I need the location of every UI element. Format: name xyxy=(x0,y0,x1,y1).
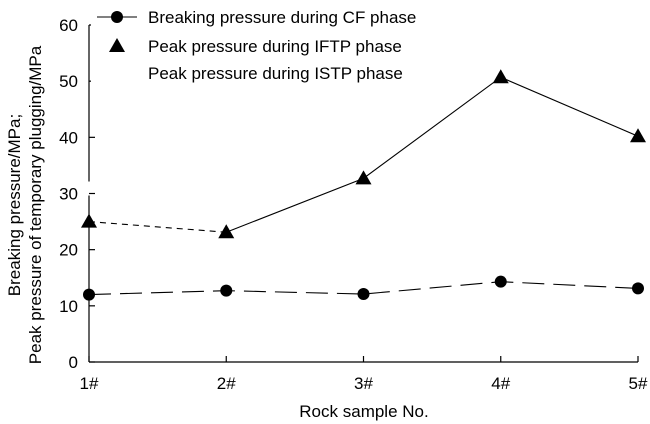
legend: Breaking pressure during CF phase Peak pr… xyxy=(91,2,447,86)
series-1 xyxy=(83,275,644,301)
series-1-marker xyxy=(220,284,233,297)
y-tick-label: 10 xyxy=(59,297,78,316)
series-3 xyxy=(226,76,639,233)
series-layer xyxy=(81,69,646,301)
x-tick-label: 3# xyxy=(354,374,373,393)
series-2-marker xyxy=(81,213,97,228)
y-tick-label: 30 xyxy=(59,185,78,204)
series-2-marker xyxy=(218,224,235,239)
series-1-marker xyxy=(494,275,507,288)
legend-swatch-marker xyxy=(109,38,125,52)
series-2 xyxy=(81,69,646,239)
y-axis-title-line-1: Breaking pressure/MPa; xyxy=(5,114,24,296)
x-tick-label: 1# xyxy=(80,374,99,393)
y-tick-label: 0 xyxy=(69,353,78,372)
y-tick-label: 40 xyxy=(59,128,78,147)
axes: 0 10 20 30 40 50 60 1# 2# 3# 4# 5# xyxy=(59,16,648,393)
y-axis-title: Breaking pressure/MPa; Peak pressure of … xyxy=(5,45,45,364)
series-line xyxy=(88,221,227,233)
series-2-marker xyxy=(630,128,646,143)
y-tick-label: 20 xyxy=(59,241,78,260)
legend-background xyxy=(91,2,447,86)
series-1-marker xyxy=(632,282,644,295)
y-axis-title-line-2: Peak pressure of temporary plugging/MPa xyxy=(26,45,45,364)
x-tick-label: 5# xyxy=(629,374,648,393)
legend-label: Breaking pressure during CF phase xyxy=(148,8,416,27)
legend-item-2: Peak pressure during IFTP phase xyxy=(109,37,402,56)
legend-label: Peak pressure during ISTP phase xyxy=(148,64,403,83)
legend-item-1: Breaking pressure during CF phase xyxy=(97,8,416,27)
legend-label: Peak pressure during IFTP phase xyxy=(148,37,402,56)
series-2-marker xyxy=(355,170,372,185)
x-tick-label: 4# xyxy=(491,374,510,393)
x-axis-title: Rock sample No. xyxy=(299,402,428,421)
series-1-marker xyxy=(357,288,370,301)
y-tick-label: 60 xyxy=(59,16,78,35)
legend-item-3: Peak pressure during ISTP phase xyxy=(148,64,403,83)
legend-swatch-marker xyxy=(111,11,123,23)
x-tick-label: 2# xyxy=(217,374,236,393)
y-tick-label: 50 xyxy=(59,72,78,91)
series-1-marker xyxy=(83,288,95,301)
series-line xyxy=(226,76,639,233)
